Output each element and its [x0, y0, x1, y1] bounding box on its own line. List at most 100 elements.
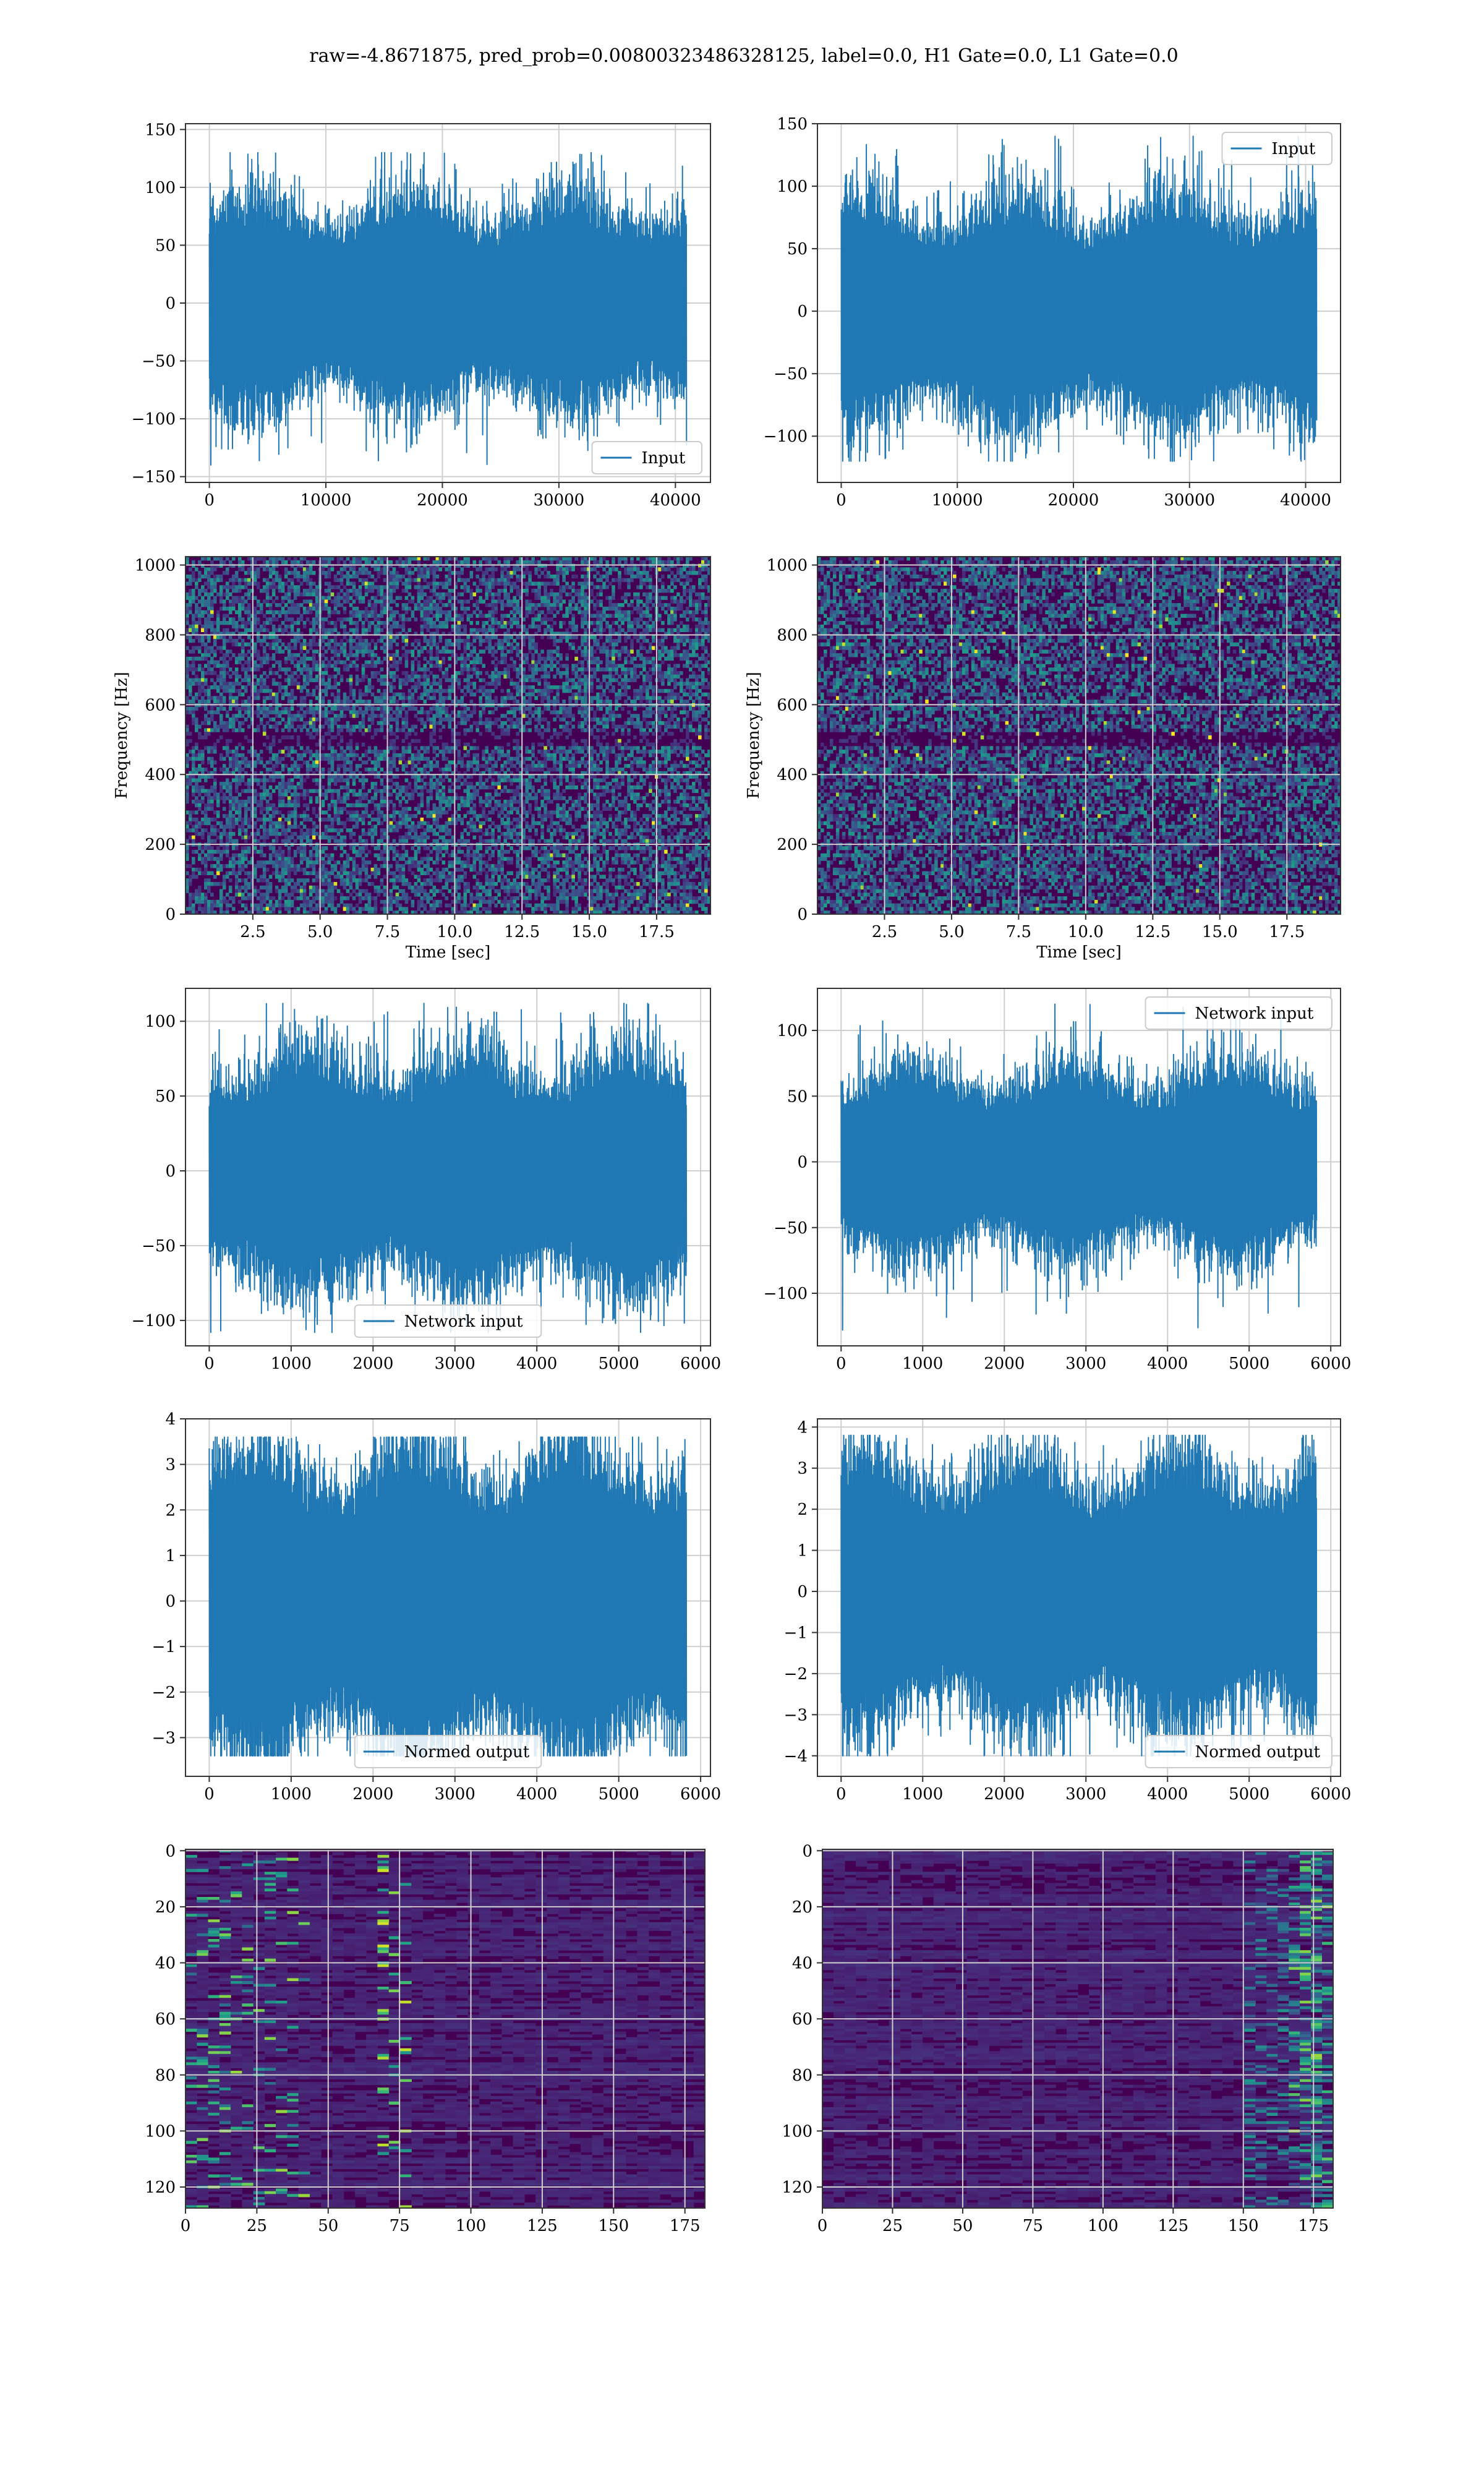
- y-tick-label: 150: [777, 115, 808, 134]
- y-tick-label: 50: [787, 240, 808, 259]
- x-tick-label: 17.5: [1269, 923, 1305, 941]
- x-tick-label: 6000: [1310, 1355, 1351, 1373]
- x-tick-label: 1000: [902, 1355, 943, 1373]
- x-tick-label: 10000: [932, 491, 983, 510]
- y-tick-label: −3: [784, 1706, 808, 1724]
- x-tick-label: 1000: [271, 1355, 312, 1373]
- series-band: [209, 245, 687, 361]
- y-tick-label: 100: [145, 2122, 176, 2141]
- x-tick-label: 1000: [271, 1785, 312, 1804]
- x-tick-label: 7.5: [1006, 923, 1031, 941]
- x-tick-label: 40000: [650, 491, 701, 510]
- y-tick-label: 600: [777, 696, 808, 714]
- legend-label: Normed output: [404, 1743, 530, 1761]
- y-tick-label: 100: [777, 178, 808, 196]
- y-tick-label: −100: [132, 410, 176, 429]
- x-tick-label: 125: [1158, 2217, 1188, 2235]
- y-tick-label: −1: [152, 1638, 176, 1656]
- y-tick-label: 3: [165, 1456, 176, 1475]
- y-tick-label: 100: [145, 179, 176, 197]
- y-tick-label: −4: [784, 1747, 808, 1766]
- y-tick-label: 150: [145, 121, 176, 139]
- x-tick-label: 0: [204, 1355, 215, 1373]
- y-tick-label: 200: [777, 836, 808, 854]
- y-tick-label: −100: [132, 1312, 176, 1330]
- y-tick-label: 1000: [135, 557, 176, 575]
- axes-frame: [817, 988, 1341, 1346]
- y-tick-label: 1: [797, 1542, 808, 1560]
- y-tick-label: 50: [155, 236, 176, 255]
- y-tick-label: 80: [155, 2066, 176, 2085]
- x-tick-label: 0: [181, 2217, 191, 2235]
- x-tick-label: 2.5: [872, 923, 897, 941]
- x-tick-label: 100: [1088, 2217, 1119, 2235]
- legend: Normed output: [1145, 1735, 1333, 1768]
- y-tick-label: 20: [792, 1898, 812, 1917]
- x-tick-label: 5.0: [307, 923, 333, 941]
- legend-label: Network input: [1195, 1004, 1314, 1023]
- x-tick-label: 12.5: [504, 923, 540, 941]
- x-tick-label: 5000: [1229, 1355, 1269, 1373]
- y-tick-label: 0: [797, 1583, 808, 1601]
- x-tick-label: 75: [390, 2217, 410, 2235]
- y-tick-label: 3: [797, 1460, 808, 1478]
- x-axis-label: Time [sec]: [406, 943, 491, 962]
- y-tick-label: 40: [155, 1954, 176, 1973]
- x-tick-label: 50: [952, 2217, 973, 2235]
- x-tick-label: 7.5: [375, 923, 400, 941]
- y-tick-label: −1: [784, 1624, 808, 1642]
- x-tick-label: 20000: [417, 491, 468, 510]
- x-tick-label: 3000: [1065, 1785, 1106, 1804]
- legend: Input: [591, 441, 702, 474]
- x-tick-label: 75: [1023, 2217, 1043, 2235]
- y-tick-label: 400: [777, 766, 808, 784]
- subplot-2: 0 10000 20000 30000 40000 −100 −50 0 50 100 150 Inp…: [764, 115, 1341, 510]
- x-tick-label: 6000: [1310, 1785, 1351, 1804]
- x-tick-label: 4000: [1147, 1355, 1188, 1373]
- y-tick-label: 0: [165, 1162, 176, 1181]
- y-tick-label: 4: [165, 1410, 176, 1429]
- y-tick-label: 0: [165, 905, 176, 924]
- subplot-6: 0 1000 2000 3000 4000 5000 6000 −100 −50 0 50 100 Ne…: [764, 988, 1351, 1373]
- x-tick-label: 5000: [599, 1785, 639, 1804]
- y-tick-label: 0: [797, 1154, 808, 1172]
- series-band: [841, 1517, 1317, 1666]
- y-tick-label: 120: [145, 2178, 176, 2197]
- y-tick-label: 20: [155, 1898, 176, 1917]
- x-tick-label: 17.5: [639, 923, 675, 941]
- y-tick-label: 100: [782, 2122, 812, 2141]
- y-tick-label: 0: [797, 905, 808, 924]
- x-tick-label: 10.0: [1068, 923, 1104, 941]
- x-tick-label: 2000: [984, 1785, 1025, 1804]
- legend: Input: [1221, 132, 1333, 165]
- y-tick-label: 800: [145, 626, 176, 644]
- legend: Network input: [1145, 996, 1333, 1030]
- y-tick-label: 1000: [767, 557, 808, 575]
- x-tick-label: 100: [456, 2217, 487, 2235]
- subplot-4: Time [sec] Frequency [Hz] 2.5 5.0 7.5 10.0 12.…: [744, 556, 1341, 962]
- x-tick-label: 25: [882, 2217, 903, 2235]
- y-tick-label: −100: [764, 1285, 808, 1303]
- x-tick-label: 175: [1298, 2217, 1329, 2235]
- y-tick-label: 400: [145, 766, 176, 784]
- figure-title: raw=-4.8671875, pred_prob=0.008003234863…: [309, 45, 1178, 67]
- axes-frame: [817, 123, 1341, 483]
- x-tick-label: 30000: [534, 491, 585, 510]
- x-tick-label: 10.0: [437, 923, 472, 941]
- legend-label: Network input: [404, 1312, 523, 1331]
- x-tick-label: 20000: [1048, 491, 1099, 510]
- y-tick-label: 60: [792, 2010, 812, 2029]
- y-tick-label: −50: [774, 1219, 808, 1238]
- axes-frame: [185, 1418, 711, 1777]
- x-tick-label: 5000: [1229, 1785, 1269, 1804]
- x-tick-label: 3000: [435, 1355, 475, 1373]
- y-tick-label: 60: [155, 2010, 176, 2029]
- legend: Normed output: [354, 1735, 542, 1768]
- y-tick-label: −150: [132, 468, 176, 487]
- subplot-7: 0 1000 2000 3000 4000 5000 6000 −3 −2 −1 0 1 2 3 4 Norm…: [152, 1410, 722, 1804]
- y-tick-label: 200: [145, 836, 176, 854]
- x-tick-label: 125: [527, 2217, 558, 2235]
- subplot-1: 0 10000 20000 30000 40000 −150 −100 −50 0 50 100 15…: [132, 121, 711, 510]
- x-tick-label: 5.0: [939, 923, 964, 941]
